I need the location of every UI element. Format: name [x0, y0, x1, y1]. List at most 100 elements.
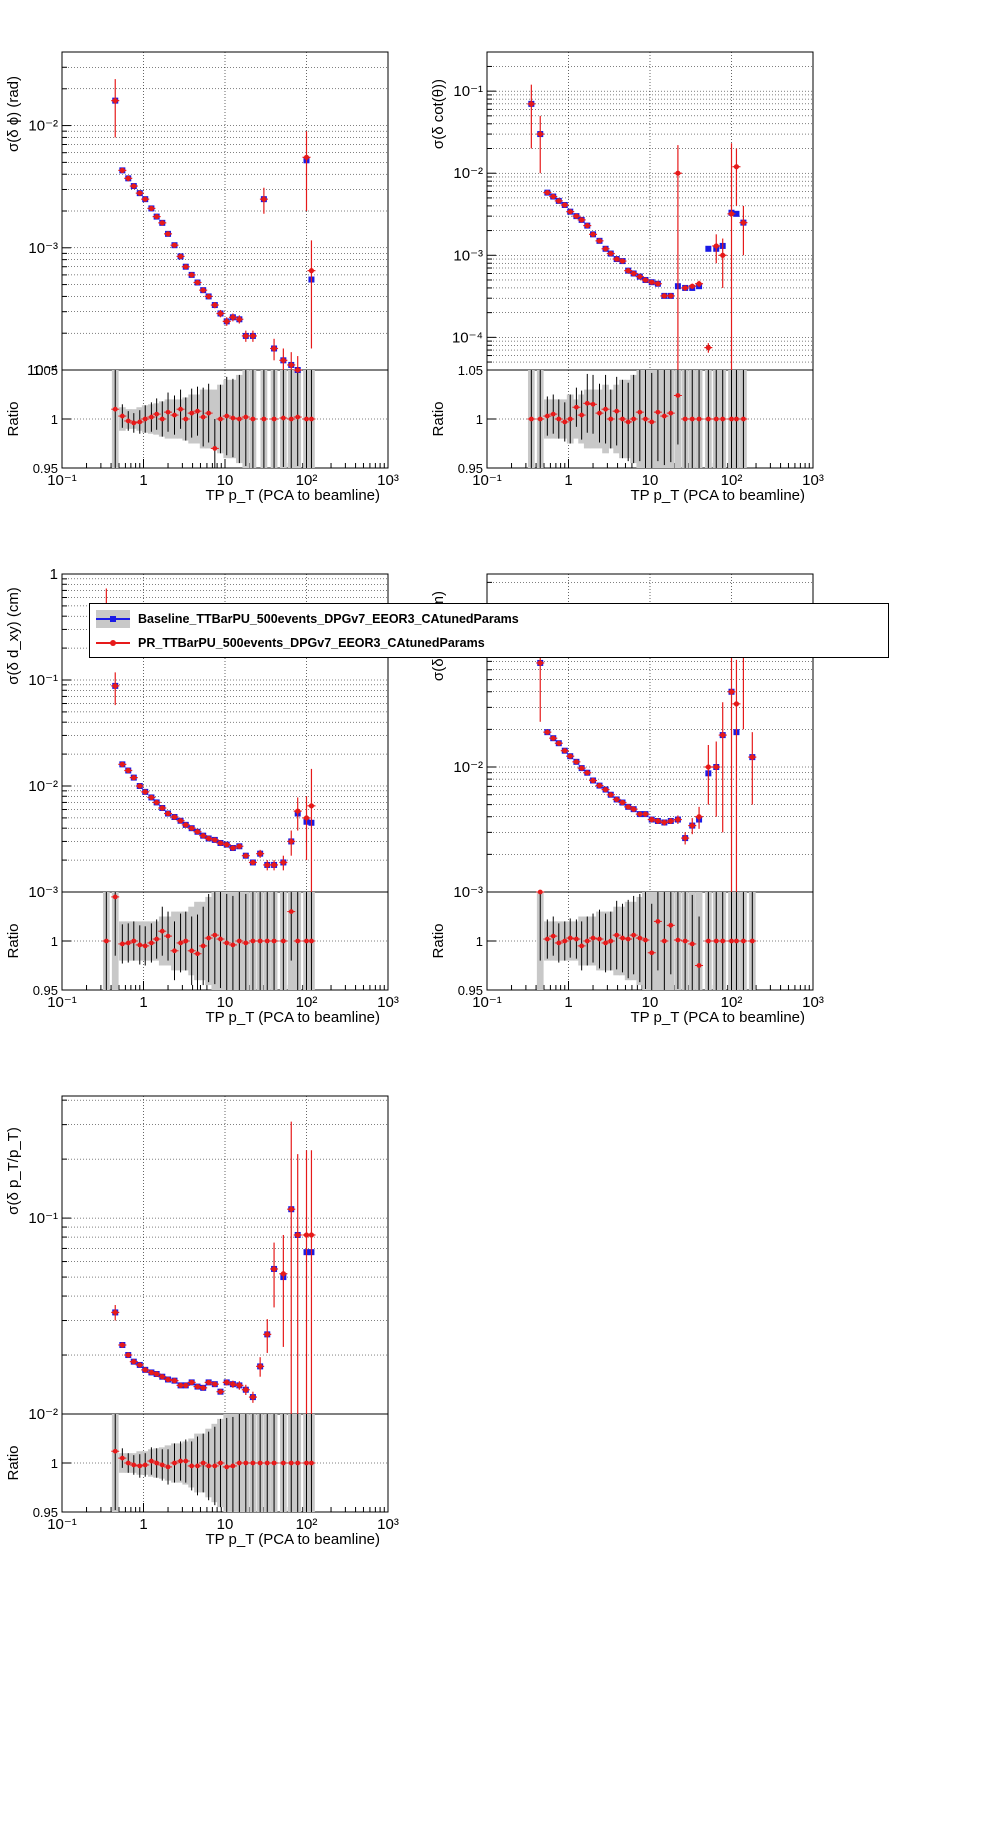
y-tick-label: 10⁻⁴ [452, 329, 483, 346]
ratio-point [224, 940, 230, 946]
ratio-point [212, 446, 218, 451]
ratio-point [705, 938, 711, 944]
pr-point [689, 822, 695, 829]
ratio-point [631, 932, 637, 938]
pr-point [550, 193, 556, 200]
ratio-point [183, 1458, 189, 1464]
ratio-point [142, 1462, 148, 1468]
ratio-point [649, 950, 655, 956]
pr-point [308, 803, 315, 809]
y-tick-label: 10⁻³ [28, 240, 58, 257]
pr-point [148, 794, 154, 801]
pr-point [280, 859, 286, 866]
pr-point [154, 1371, 160, 1377]
pr-point [165, 1376, 171, 1383]
pr-point [250, 333, 256, 339]
y-tick-label: 10⁻¹ [28, 1210, 58, 1227]
pr-point [206, 835, 212, 842]
ratio-point [137, 942, 143, 948]
pr-point [159, 805, 165, 811]
pr-point [590, 231, 596, 237]
x-tick-label: 10³ [377, 994, 399, 1011]
pr-point [631, 806, 637, 812]
pr-point [584, 770, 590, 776]
pr-point [584, 222, 590, 229]
baseline-point [705, 245, 712, 252]
pr-point [550, 735, 556, 741]
pr-point [112, 98, 118, 104]
pr-point [112, 683, 118, 689]
ratio-point [675, 393, 681, 398]
ratio-point [537, 889, 543, 895]
x-axis-title: TP p_T (PCA to beamline) [205, 1531, 380, 1548]
ratio-point [544, 936, 550, 942]
ratio-point [178, 406, 183, 412]
pr-point [675, 170, 681, 176]
ratio-point [288, 416, 294, 422]
ratio-point [165, 933, 171, 939]
y-axis-title: σ(δ cot(θ)) [430, 79, 447, 149]
ratio-point [675, 937, 681, 943]
ratio-point [131, 938, 137, 944]
ratio-tick-label: 0.95 [33, 1505, 58, 1520]
ratio-point [159, 928, 165, 934]
pr-point [280, 1271, 286, 1277]
pr-point [705, 764, 711, 770]
pr-point [631, 270, 637, 277]
ratio-point [131, 420, 137, 426]
y-tick-label: 1 [50, 566, 58, 583]
ratio-point [597, 410, 602, 416]
ratio-point [195, 951, 200, 957]
pr-point [749, 754, 755, 760]
ratio-point [243, 1460, 249, 1466]
ratio-point [236, 416, 242, 422]
pr-point [137, 190, 143, 196]
ratio-point [295, 1460, 301, 1466]
pr-point [131, 1359, 137, 1365]
baseline-point [733, 210, 740, 217]
ratio-point [200, 1460, 206, 1466]
pr-point [590, 777, 596, 784]
x-tick-label: 10⁻¹ [47, 472, 77, 489]
x-tick-label: 10 [642, 472, 659, 489]
x-tick-label: 10² [296, 472, 318, 489]
pr-point [243, 333, 249, 339]
ratio-point [590, 401, 596, 407]
ratio-point [643, 937, 648, 943]
ratio-point [206, 1463, 212, 1469]
ratio-tick-label: 1 [51, 412, 58, 427]
ratio-point [562, 419, 568, 425]
ratio-point [212, 1463, 218, 1469]
pr-point [131, 183, 137, 189]
x-tick-label: 1 [564, 994, 572, 1011]
pr-point [217, 1389, 224, 1395]
ratio-point [172, 1460, 177, 1466]
x-tick-label: 10³ [802, 472, 824, 489]
ratio-point [682, 416, 688, 422]
ratio-point [172, 948, 177, 954]
pr-point [567, 209, 573, 215]
x-tick-label: 10⁻¹ [47, 994, 77, 1011]
pr-point [649, 279, 655, 285]
ratio-tick-label: 0.95 [33, 983, 58, 998]
pr-point [689, 283, 695, 289]
pr-point [264, 1331, 270, 1337]
ratio-point [584, 400, 590, 406]
pr-point [619, 258, 626, 264]
x-axis-title: TP p_T (PCA to beamline) [630, 1009, 805, 1026]
pr-point [602, 786, 609, 793]
pr-point [562, 748, 568, 754]
ratio-tick-label: 0.95 [458, 461, 483, 476]
ratio-point [620, 416, 625, 422]
ratio-point [309, 938, 314, 944]
ratio-point [125, 940, 131, 946]
pr-point [713, 764, 719, 770]
ratio-point [631, 416, 637, 422]
pr-point [171, 814, 178, 820]
y-tick-label: 10⁻³ [28, 884, 58, 901]
pr-point [556, 740, 562, 746]
ratio-point [573, 404, 579, 410]
pr-point [713, 243, 719, 249]
ratio-point [614, 932, 620, 938]
ratio-point [643, 416, 648, 422]
